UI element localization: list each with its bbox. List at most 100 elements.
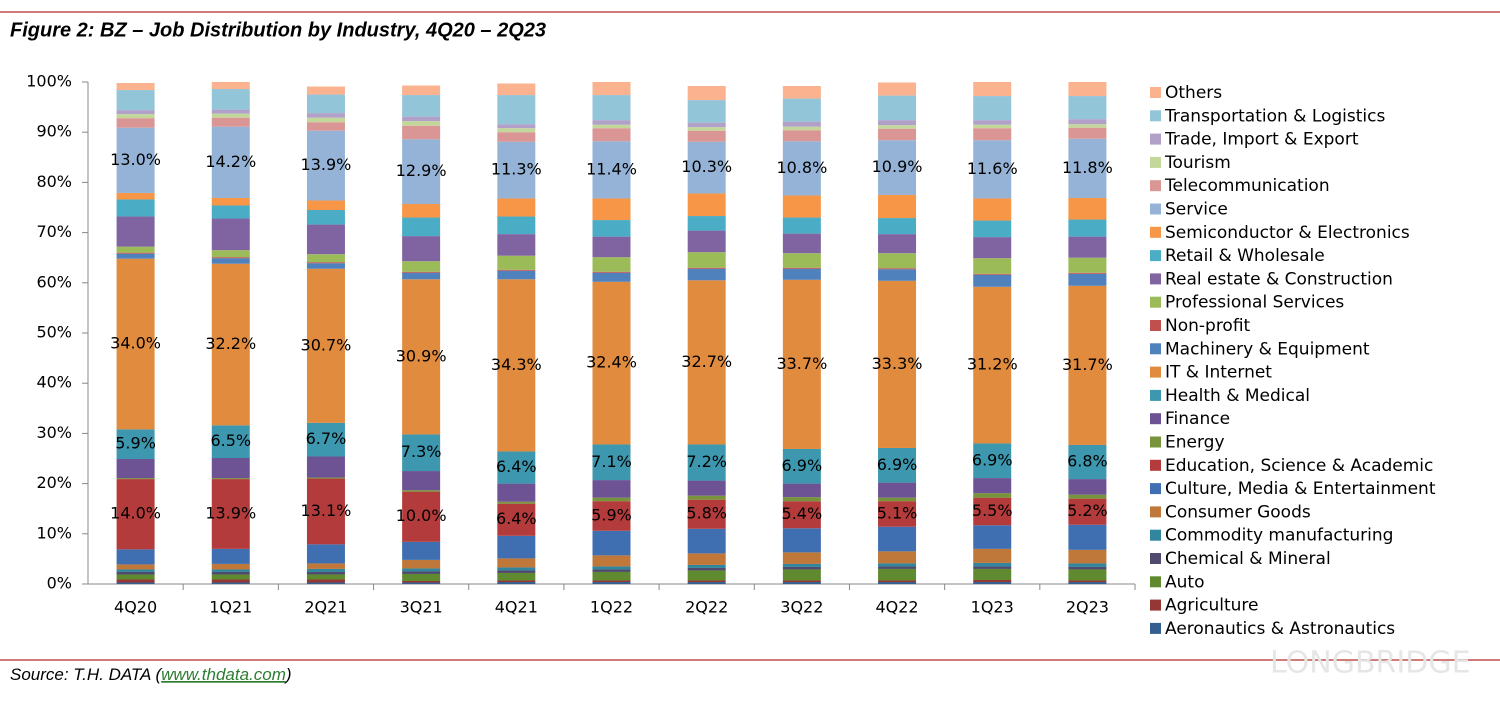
bar-segment: [116, 564, 155, 570]
bar-segment: [116, 127, 155, 193]
legend-swatch: [1150, 273, 1161, 285]
data-label: 31.7%: [1062, 355, 1113, 374]
bar-segment: [1068, 82, 1107, 97]
data-label: 5.8%: [686, 504, 727, 523]
bar-segment: [878, 501, 917, 527]
bar-segment: [973, 493, 1012, 498]
x-tick-label: 4Q21: [495, 598, 538, 617]
bar-segment: [1068, 124, 1107, 128]
source: Source: T.H. DATA (www.thdata.com): [10, 665, 292, 684]
bar-segment: [497, 95, 536, 125]
data-label: 7.3%: [401, 442, 442, 461]
bar-segment: [497, 269, 536, 271]
bar-segment: [973, 140, 1012, 199]
bar-segment: [116, 90, 155, 111]
source-link[interactable]: www.thdata.com: [161, 665, 286, 684]
bar-segment: [497, 279, 536, 452]
bar-segment: [402, 571, 441, 574]
bar-segment: [1068, 581, 1107, 584]
bar-segment: [306, 263, 345, 269]
y-tick-label: 100%: [26, 72, 72, 91]
bar-segment: [116, 569, 155, 572]
bar-segment: [306, 544, 345, 564]
data-label: 10.8%: [776, 158, 827, 177]
data-label: 7.1%: [591, 452, 632, 471]
bar-segment: [687, 280, 726, 445]
bar-segment: [687, 267, 726, 269]
bar-segment: [306, 130, 345, 201]
bar-segment: [878, 269, 917, 281]
bar-segment: [687, 193, 726, 217]
data-label: 33.3%: [872, 354, 923, 373]
y-tick-label: 60%: [36, 272, 72, 291]
bar-segment: [116, 479, 155, 550]
bar-segment: [1068, 127, 1107, 139]
bar-segment: [402, 573, 441, 581]
bar-segment: [402, 490, 441, 492]
bar-segment: [878, 581, 917, 584]
data-label: 34.3%: [491, 355, 542, 374]
data-label: 7.2%: [686, 452, 727, 471]
bar-segment: [497, 234, 536, 256]
bar-segment: [306, 563, 345, 569]
legend-swatch: [1150, 576, 1161, 588]
bar-segment: [211, 89, 250, 110]
bar-segment: [592, 569, 631, 572]
bar-segment: [116, 118, 155, 128]
bar-segment: [878, 268, 917, 270]
bar-segment: [116, 459, 155, 479]
x-tick-label: 1Q21: [209, 598, 252, 617]
bar-segment: [687, 580, 726, 582]
bar-segment: [402, 139, 441, 204]
data-label: 30.7%: [301, 335, 352, 354]
bar-segment: [211, 478, 250, 480]
bar-segment: [1068, 580, 1107, 582]
legend-swatch: [1150, 483, 1161, 495]
bar-segment: [402, 85, 441, 96]
bar-segment: [211, 263, 250, 426]
legend-label: Non-profit: [1165, 316, 1251, 336]
legend-swatch: [1150, 87, 1161, 98]
bar-segment: [592, 220, 631, 237]
bar-segment: [878, 140, 917, 195]
bar-segment: [402, 271, 441, 273]
bar-segment: [687, 130, 726, 142]
bar-segment: [1068, 197, 1107, 220]
legend-swatch: [1150, 250, 1161, 262]
data-label: 32.7%: [681, 352, 732, 371]
bar-segment: [497, 503, 536, 536]
data-label: 6.9%: [972, 450, 1013, 469]
bar-segment: [592, 581, 631, 584]
legend-swatch: [1150, 506, 1161, 518]
bar-segment: [782, 528, 821, 553]
bar-segment: [1068, 273, 1107, 286]
bar-segment: [592, 141, 631, 199]
data-label: 6.4%: [496, 457, 537, 476]
bar-segment: [497, 572, 536, 581]
legend-label: Tourism: [1164, 153, 1231, 173]
bar-segment: [687, 564, 726, 568]
bar-segment: [402, 116, 441, 122]
bar-segment: [306, 117, 345, 123]
bar-segment: [116, 83, 155, 91]
bar-segment: [1068, 524, 1107, 550]
bar-segment: [782, 267, 821, 269]
bar-segment: [973, 478, 1012, 494]
bar-segment: [687, 230, 726, 253]
bar-segment: [878, 234, 917, 254]
bar-segment: [973, 220, 1012, 238]
bar-segment: [306, 579, 345, 583]
bar-segment: [687, 216, 726, 231]
bar-segment: [687, 122, 726, 128]
bar-segment: [1068, 569, 1107, 581]
bar-segment: [402, 582, 441, 584]
bar-segment: [973, 198, 1012, 221]
bar-segment: [497, 483, 536, 502]
bar-segment: [306, 94, 345, 114]
bar-segment: [782, 253, 821, 268]
bar-segment: [878, 580, 917, 582]
bar-segment: [592, 257, 631, 272]
bar-segment: [687, 141, 726, 194]
bar-segment: [211, 257, 250, 259]
x-tick-label: 2Q23: [1066, 598, 1109, 617]
